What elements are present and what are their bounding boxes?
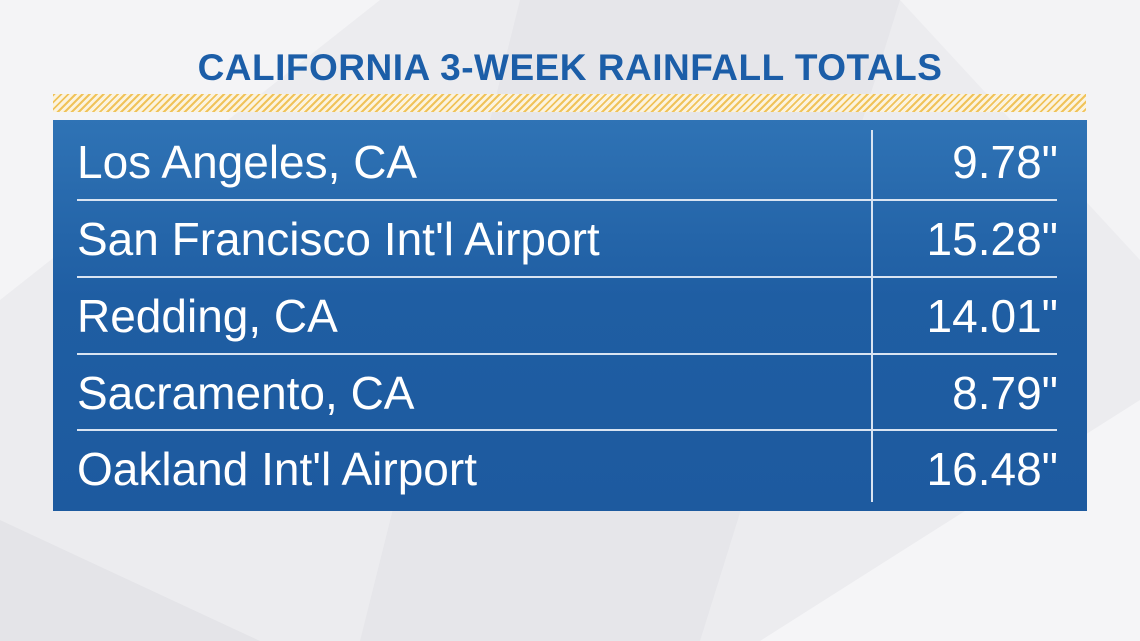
rainfall-value: 9.78" [952,136,1058,188]
table-row: San Francisco Int'l Airport 15.28" [53,201,1087,277]
location-label: Redding, CA [77,290,338,342]
rainfall-value: 16.48" [926,443,1058,495]
table-row: Los Angeles, CA 9.78" [53,124,1087,200]
rainfall-value: 14.01" [926,290,1058,342]
table-row: Oakland Int'l Airport 16.48" [53,431,1087,507]
table-row: Redding, CA 14.01" [53,278,1087,354]
chart-title: CALIFORNIA 3-WEEK RAINFALL TOTALS [197,47,943,88]
gold-stripe-divider [53,94,1086,112]
location-label: Los Angeles, CA [77,136,418,188]
table-grid-lines [77,130,1057,502]
location-label: Sacramento, CA [77,367,415,419]
rainfall-value: 8.79" [952,367,1058,419]
location-label: Oakland Int'l Airport [77,443,477,495]
location-label: San Francisco Int'l Airport [77,213,600,265]
rainfall-value: 15.28" [926,213,1058,265]
table-row: Sacramento, CA 8.79" [53,355,1087,431]
rainfall-table: Los Angeles, CA 9.78" San Francisco Int'… [53,120,1087,511]
